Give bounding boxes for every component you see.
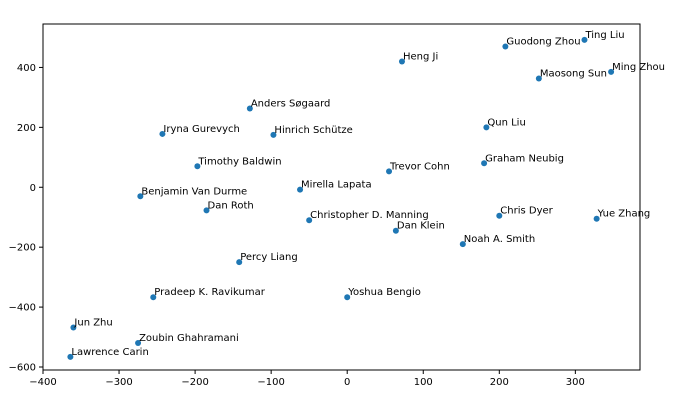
- y-tick-label: −200: [9, 243, 36, 254]
- x-tick-label: −100: [257, 377, 284, 388]
- scatter-point: [344, 294, 351, 301]
- point-label: Maosong Sun: [540, 69, 607, 80]
- points-layer: [67, 36, 615, 360]
- scatter-point: [392, 227, 399, 234]
- point-label: Hinrich Schütze: [274, 125, 352, 136]
- scatter-point: [608, 68, 615, 75]
- scatter-point: [150, 294, 157, 301]
- point-label: Dan Roth: [208, 200, 254, 211]
- y-tick-label: −400: [9, 303, 36, 314]
- point-label: Anders Søgaard: [251, 98, 331, 109]
- scatter-point: [306, 217, 313, 224]
- point-label: Zoubin Ghahramani: [139, 333, 239, 344]
- scatter-point: [386, 168, 393, 175]
- point-label: Pradeep K. Ravikumar: [154, 287, 265, 298]
- x-tick-label: 100: [414, 377, 433, 388]
- point-label: Chris Dyer: [500, 206, 553, 217]
- x-tick-label: −200: [181, 377, 208, 388]
- scatter-point: [535, 75, 542, 82]
- scatter-point: [496, 212, 503, 219]
- y-tick-label: −600: [9, 363, 36, 374]
- scatter-point: [481, 160, 488, 167]
- point-label: Timothy Baldwin: [197, 156, 281, 167]
- scatter-point: [581, 36, 588, 43]
- point-label: Benjamin Van Durme: [141, 186, 247, 197]
- x-axis: −400 −300 −200 −100 0 100 200 300: [29, 370, 585, 388]
- y-axis: −600 −400 −200 0 200 400: [9, 63, 43, 374]
- scatter-point: [502, 43, 509, 50]
- plot-frame: [42, 23, 641, 371]
- scatter-point: [459, 241, 466, 248]
- scatter-point: [135, 340, 142, 347]
- point-label: Jun Zhu: [73, 317, 112, 328]
- scatter-point: [70, 324, 77, 331]
- x-tick-label: −400: [29, 377, 56, 388]
- x-tick-label: 300: [566, 377, 585, 388]
- y-tick-label: 200: [17, 123, 36, 134]
- point-label: Heng Ji: [403, 51, 438, 62]
- point-label: Ming Zhou: [612, 62, 665, 73]
- point-label: Iryna Gurevych: [163, 124, 239, 135]
- point-label: Noah A. Smith: [464, 234, 535, 245]
- point-label: Graham Neubig: [485, 153, 564, 164]
- scatter-point: [203, 207, 210, 214]
- point-label: Christopher D. Manning: [310, 210, 429, 221]
- scatter-point: [194, 163, 201, 170]
- scatter-point: [246, 105, 253, 112]
- x-tick-label: 200: [490, 377, 509, 388]
- scatter-point: [270, 131, 277, 138]
- point-label: Yue Zhang: [597, 209, 651, 220]
- point-label: Ting Liu: [584, 30, 624, 41]
- point-label: Guodong Zhou: [506, 36, 580, 47]
- y-tick-label: 0: [30, 183, 36, 194]
- scatter-point: [483, 124, 490, 131]
- x-tick-label: −300: [105, 377, 132, 388]
- scatter-point: [137, 193, 144, 200]
- scatter-point: [398, 58, 405, 65]
- point-label: Lawrence Carin: [71, 347, 148, 358]
- scatter-point: [236, 259, 243, 266]
- point-label: Trevor Cohn: [389, 161, 450, 172]
- y-tick-label: 400: [17, 63, 36, 74]
- scatter-point: [297, 186, 304, 193]
- scatter-point: [67, 353, 74, 360]
- x-tick-label: 0: [344, 377, 350, 388]
- point-label: Mirella Lapata: [301, 180, 372, 191]
- scatter-point: [159, 130, 166, 137]
- point-label: Qun Liu: [487, 117, 525, 128]
- point-label: Yoshua Bengio: [347, 287, 421, 298]
- scatter-point: [593, 215, 600, 222]
- point-label: Dan Klein: [397, 221, 445, 232]
- point-label: Percy Liang: [240, 252, 297, 263]
- point-labels-layer: Ting Liu Guodong Zhou Ming Zhou Maosong Sun…: [71, 30, 665, 358]
